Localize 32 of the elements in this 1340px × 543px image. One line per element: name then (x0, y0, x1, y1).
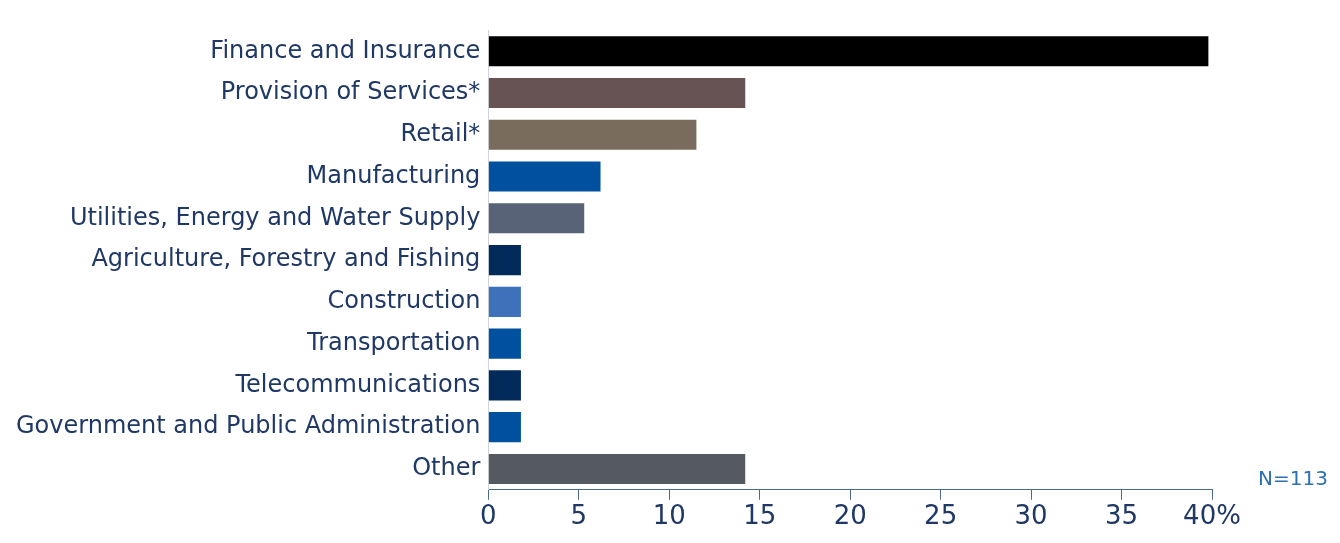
x-tick-label: 10 (652, 500, 686, 531)
bar (488, 161, 601, 192)
x-tick-label: 15 (743, 500, 777, 531)
y-tick-label: Manufacturing (306, 160, 481, 189)
x-tick-label: 40% (1183, 500, 1241, 531)
bar (488, 78, 746, 109)
x-tick-label: 5 (570, 500, 588, 531)
x-tick-label: 30 (1014, 500, 1048, 531)
bar (488, 203, 585, 234)
y-tick-label: Construction (327, 286, 481, 315)
x-tick-label: 0 (480, 500, 497, 531)
text: N=113 (1258, 466, 1328, 490)
bar (488, 119, 697, 150)
bar (488, 370, 521, 401)
x-tick-label: 20 (833, 500, 867, 531)
bar (488, 453, 746, 484)
bar (488, 245, 521, 276)
y-tick-label: Finance and Insurance (210, 35, 481, 64)
x-tick-label: 35 (1105, 500, 1139, 531)
bar (488, 286, 521, 317)
y-tick-label: Transportation (306, 327, 481, 356)
y-tick-label: Other (412, 453, 481, 482)
bar (488, 412, 521, 443)
y-tick-label: Retail* (400, 119, 481, 148)
y-tick-label: Telecommunications (234, 369, 481, 398)
bar (488, 36, 1209, 67)
y-tick-label: Agriculture, Forestry and Fishing (91, 244, 481, 273)
bar (488, 328, 521, 359)
y-tick-label: Provision of Services* (220, 77, 481, 106)
x-tick-label: 25 (924, 500, 958, 531)
y-tick-label: Government and Public Administration (16, 411, 481, 440)
y-tick-label: Utilities, Energy and Water Supply (69, 202, 481, 231)
